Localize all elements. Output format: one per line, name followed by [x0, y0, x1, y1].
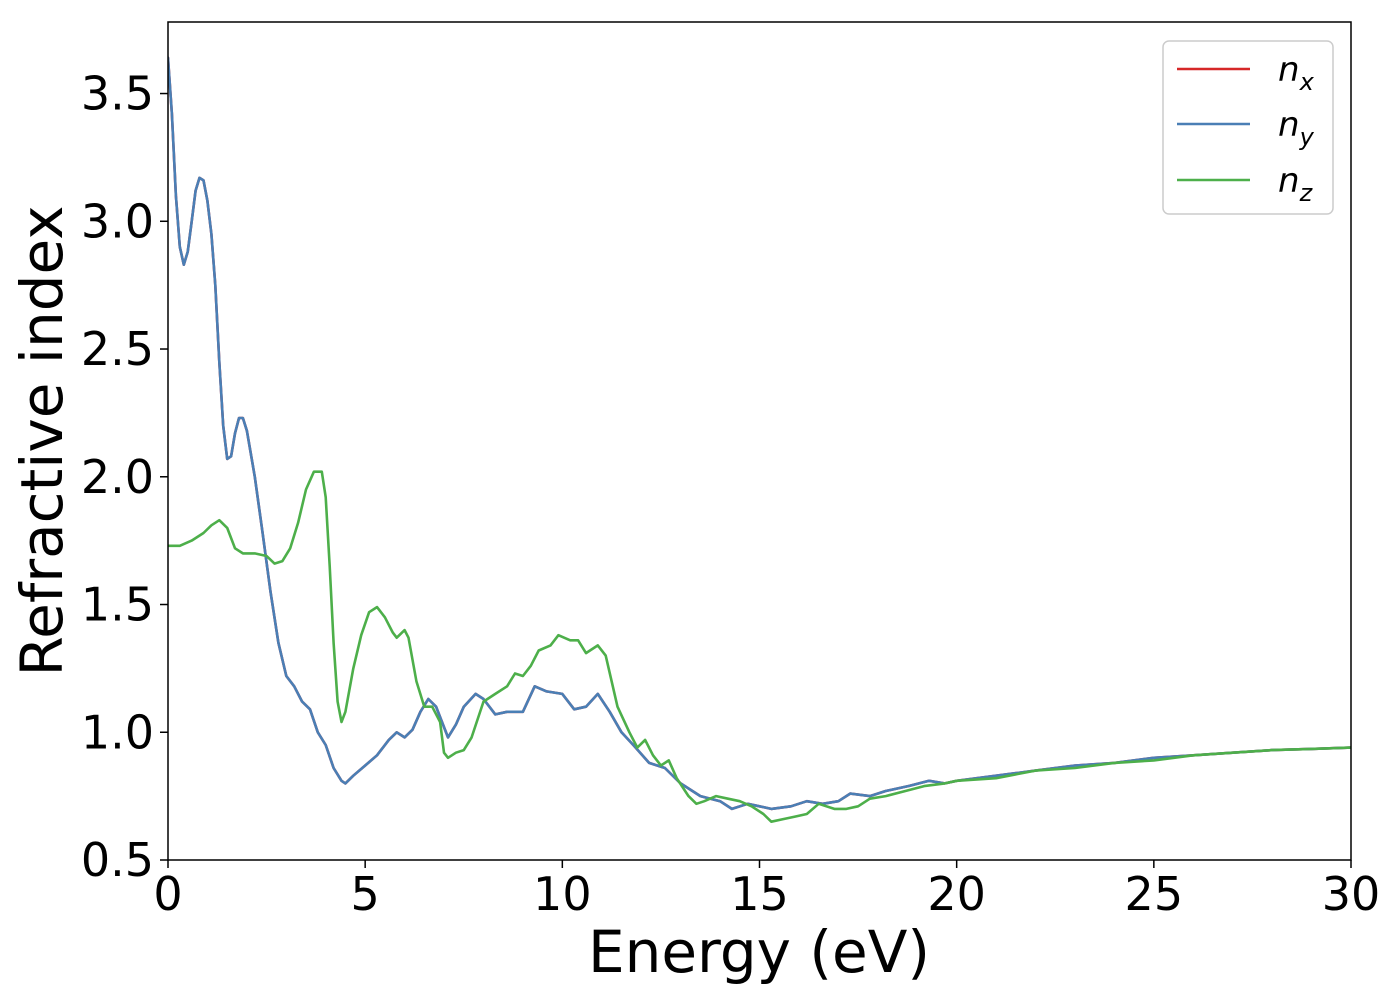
x-tick-label: 30 — [1322, 867, 1381, 921]
x-tick-label: 5 — [351, 867, 380, 921]
y-tick-label: 3.0 — [81, 194, 154, 248]
y-axis-ticks: 0.5 1.0 1.5 2.0 2.5 3.0 3.5 — [81, 67, 168, 887]
legend-label-main: n — [1278, 161, 1300, 201]
y-axis-label: Refractive index — [8, 205, 76, 676]
legend-label-ny: ny — [1278, 105, 1315, 151]
y-tick-label: 1.5 — [81, 578, 154, 632]
legend-label-nx: nx — [1278, 50, 1315, 96]
x-tick-label: 15 — [730, 867, 789, 921]
legend-box — [1162, 40, 1334, 215]
series-line-nz — [168, 470, 1351, 823]
y-tick-label: 3.5 — [81, 67, 154, 121]
x-tick-label: 0 — [153, 867, 182, 921]
x-axis-label: Energy (eV) — [588, 918, 930, 986]
y-tick-label: 0.5 — [81, 833, 154, 887]
x-tick-label: 25 — [1125, 867, 1184, 921]
x-axis-ticks: 0 5 10 15 20 25 30 — [153, 860, 1380, 921]
y-tick-label: 1.0 — [81, 705, 154, 759]
y-tick-label: 2.0 — [81, 450, 154, 504]
plot-lines — [168, 56, 1351, 823]
series-line-ny — [168, 56, 1351, 811]
x-tick-label: 10 — [533, 867, 592, 921]
x-tick-label: 20 — [927, 867, 986, 921]
y-tick-label: 2.5 — [81, 322, 154, 376]
legend-label-main: n — [1278, 50, 1300, 90]
legend-label-main: n — [1278, 105, 1300, 145]
legend-label-nz: nz — [1278, 161, 1314, 207]
legend-label-subscript: z — [1299, 179, 1314, 207]
legend-label-subscript: x — [1299, 68, 1315, 96]
legend-label-subscript: y — [1299, 123, 1315, 151]
